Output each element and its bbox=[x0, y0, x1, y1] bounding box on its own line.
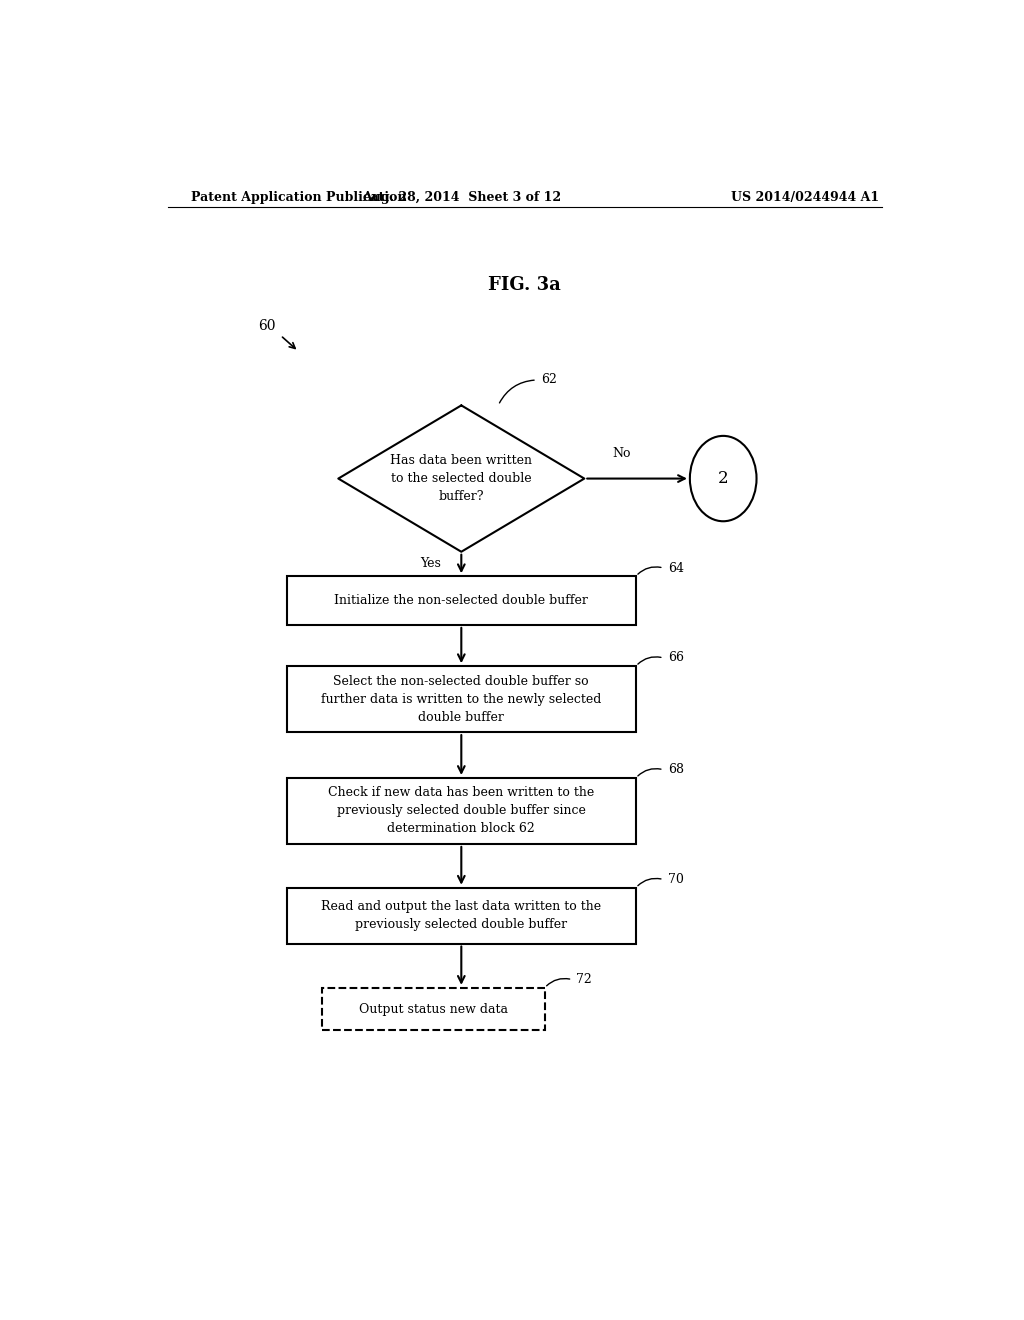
Text: Initialize the non-selected double buffer: Initialize the non-selected double buffe… bbox=[335, 594, 588, 607]
FancyBboxPatch shape bbox=[287, 777, 636, 843]
Text: 66: 66 bbox=[668, 652, 684, 664]
Text: No: No bbox=[612, 447, 631, 461]
Text: Yes: Yes bbox=[421, 557, 441, 570]
FancyBboxPatch shape bbox=[287, 887, 636, 944]
Text: Has data been written
to the selected double
buffer?: Has data been written to the selected do… bbox=[390, 454, 532, 503]
Text: 60: 60 bbox=[258, 319, 275, 333]
Text: Read and output the last data written to the
previously selected double buffer: Read and output the last data written to… bbox=[322, 900, 601, 931]
Text: US 2014/0244944 A1: US 2014/0244944 A1 bbox=[731, 190, 880, 203]
Text: Patent Application Publication: Patent Application Publication bbox=[191, 190, 407, 203]
Text: 72: 72 bbox=[577, 973, 592, 986]
Text: 70: 70 bbox=[668, 873, 684, 886]
FancyBboxPatch shape bbox=[287, 576, 636, 624]
Text: Check if new data has been written to the
previously selected double buffer sinc: Check if new data has been written to th… bbox=[328, 787, 595, 836]
Text: 2: 2 bbox=[718, 470, 728, 487]
Text: Aug. 28, 2014  Sheet 3 of 12: Aug. 28, 2014 Sheet 3 of 12 bbox=[361, 190, 561, 203]
Text: 62: 62 bbox=[541, 374, 557, 387]
Text: Output status new data: Output status new data bbox=[359, 1003, 508, 1015]
Text: 68: 68 bbox=[668, 763, 684, 776]
Text: 64: 64 bbox=[668, 561, 684, 574]
Text: FIG. 3a: FIG. 3a bbox=[488, 276, 561, 294]
FancyBboxPatch shape bbox=[287, 667, 636, 733]
FancyBboxPatch shape bbox=[323, 987, 545, 1031]
Text: Select the non-selected double buffer so
further data is written to the newly se: Select the non-selected double buffer so… bbox=[322, 675, 601, 723]
